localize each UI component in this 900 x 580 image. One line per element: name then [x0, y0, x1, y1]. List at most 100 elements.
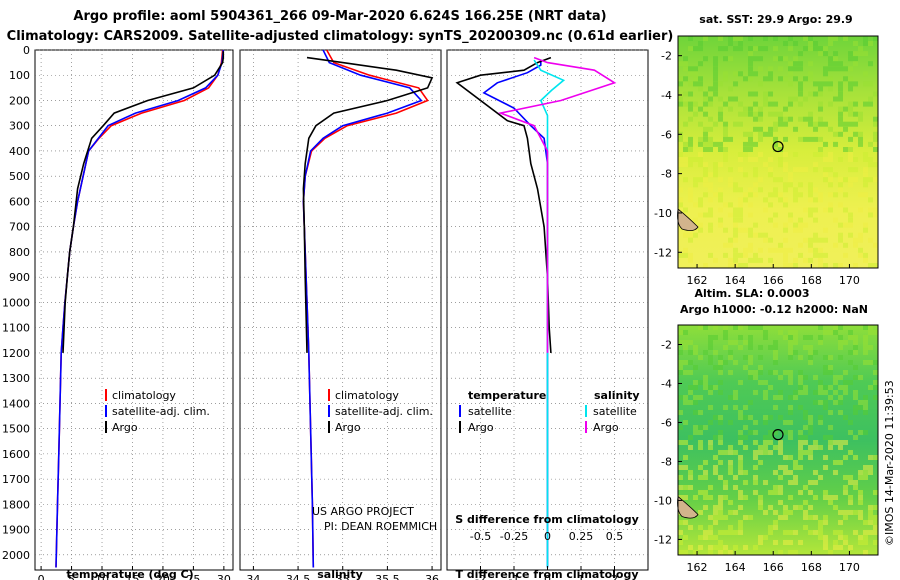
- map-cell: [853, 51, 858, 57]
- map-cell: [853, 157, 858, 162]
- map-cell: [758, 345, 763, 350]
- map-cell: [708, 355, 713, 360]
- map-cell: [708, 182, 713, 188]
- map-cell: [753, 116, 758, 122]
- map-cell: [748, 325, 753, 330]
- map-cell: [688, 475, 693, 480]
- map-cell: [818, 263, 823, 268]
- map-cell: [678, 410, 683, 415]
- sla-map-title-2: Argo h1000: -0.12 h2000: NaN: [680, 303, 868, 316]
- map-cell: [683, 162, 688, 168]
- map-cell: [748, 131, 753, 137]
- map-cell: [713, 162, 718, 168]
- map-cell: [813, 495, 818, 500]
- map-cell: [763, 435, 768, 440]
- map-cell: [723, 152, 728, 157]
- map-cell: [843, 370, 848, 375]
- map-cell: [813, 136, 818, 142]
- map-cell: [813, 91, 818, 97]
- map-cell: [713, 470, 718, 475]
- map-cell: [678, 81, 683, 87]
- map-cell: [873, 455, 878, 460]
- map-cell: [803, 390, 808, 395]
- map-cell: [813, 252, 818, 258]
- x-tick-label: 15: [125, 573, 139, 580]
- map-cell: [778, 465, 783, 470]
- map-cell: [678, 370, 683, 375]
- map-y-tick-label: -10: [654, 207, 672, 220]
- map-cell: [823, 545, 828, 550]
- map-cell: [693, 182, 698, 188]
- map-cell: [688, 187, 693, 193]
- map-cell: [683, 400, 688, 405]
- map-cell: [753, 111, 758, 117]
- map-cell: [723, 485, 728, 490]
- map-cell: [678, 101, 683, 107]
- map-cell: [728, 500, 733, 505]
- map-cell: [763, 162, 768, 168]
- map-cell: [763, 197, 768, 203]
- map-cell: [868, 520, 873, 525]
- map-cell: [718, 380, 723, 385]
- map-cell: [688, 360, 693, 365]
- map-cell: [688, 197, 693, 203]
- map-cell: [733, 545, 738, 550]
- map-cell: [803, 345, 808, 350]
- map-cell: [818, 46, 823, 52]
- map-cell: [693, 66, 698, 72]
- map-cell: [823, 121, 828, 127]
- temperature-frame: [34, 49, 234, 571]
- map-cell: [808, 360, 813, 365]
- map-cell: [868, 360, 873, 365]
- map-cell: [758, 131, 763, 137]
- map-cell: [688, 445, 693, 450]
- map-cell: [713, 86, 718, 92]
- map-cell: [713, 167, 718, 173]
- map-cell: [748, 400, 753, 405]
- map-cell: [843, 222, 848, 228]
- map-cell: [778, 157, 783, 162]
- depth-tick-label: 1200: [2, 347, 30, 360]
- map-cell: [763, 390, 768, 395]
- map-cell: [703, 460, 708, 465]
- map-cell: [733, 252, 738, 258]
- map-cell: [838, 91, 843, 97]
- map-cell: [698, 465, 703, 470]
- sla-map-image: [677, 325, 878, 555]
- map-cell: [848, 86, 853, 92]
- map-cell: [738, 505, 743, 510]
- map-cell: [743, 425, 748, 430]
- map-cell: [738, 46, 743, 52]
- map-cell: [728, 56, 733, 62]
- legend-salinity-title: salinity: [594, 389, 640, 402]
- map-cell: [833, 470, 838, 475]
- map-cell: [803, 207, 808, 213]
- map-cell: [703, 147, 708, 152]
- map-cell: [733, 390, 738, 395]
- map-cell: [703, 535, 708, 540]
- sla-map-ticks: -2 -4 -6 -8 -10 -12 162 164 166 168 170: [654, 338, 860, 574]
- map-cell: [753, 56, 758, 62]
- map-cell: [873, 136, 878, 142]
- legend-mark-argo: [328, 421, 330, 433]
- credit-pi: PI: DEAN ROEMMICH: [324, 520, 437, 533]
- map-cell: [803, 375, 808, 380]
- map-cell: [723, 360, 728, 365]
- map-cell: [818, 400, 823, 405]
- map-cell: [868, 455, 873, 460]
- map-cell: [803, 46, 808, 52]
- map-cell: [728, 36, 733, 41]
- map-cell: [798, 390, 803, 395]
- map-cell: [783, 182, 788, 188]
- legend-temperature-title: temperature: [468, 389, 546, 402]
- legend-mark-s-argo: [585, 421, 587, 433]
- map-cell: [848, 475, 853, 480]
- map-cell: [718, 222, 723, 228]
- map-cell: [713, 455, 718, 460]
- map-cell: [688, 485, 693, 490]
- map-cell: [688, 400, 693, 405]
- map-cell: [853, 390, 858, 395]
- map-cell: [783, 237, 788, 243]
- map-cell: [778, 490, 783, 495]
- map-cell: [788, 46, 793, 52]
